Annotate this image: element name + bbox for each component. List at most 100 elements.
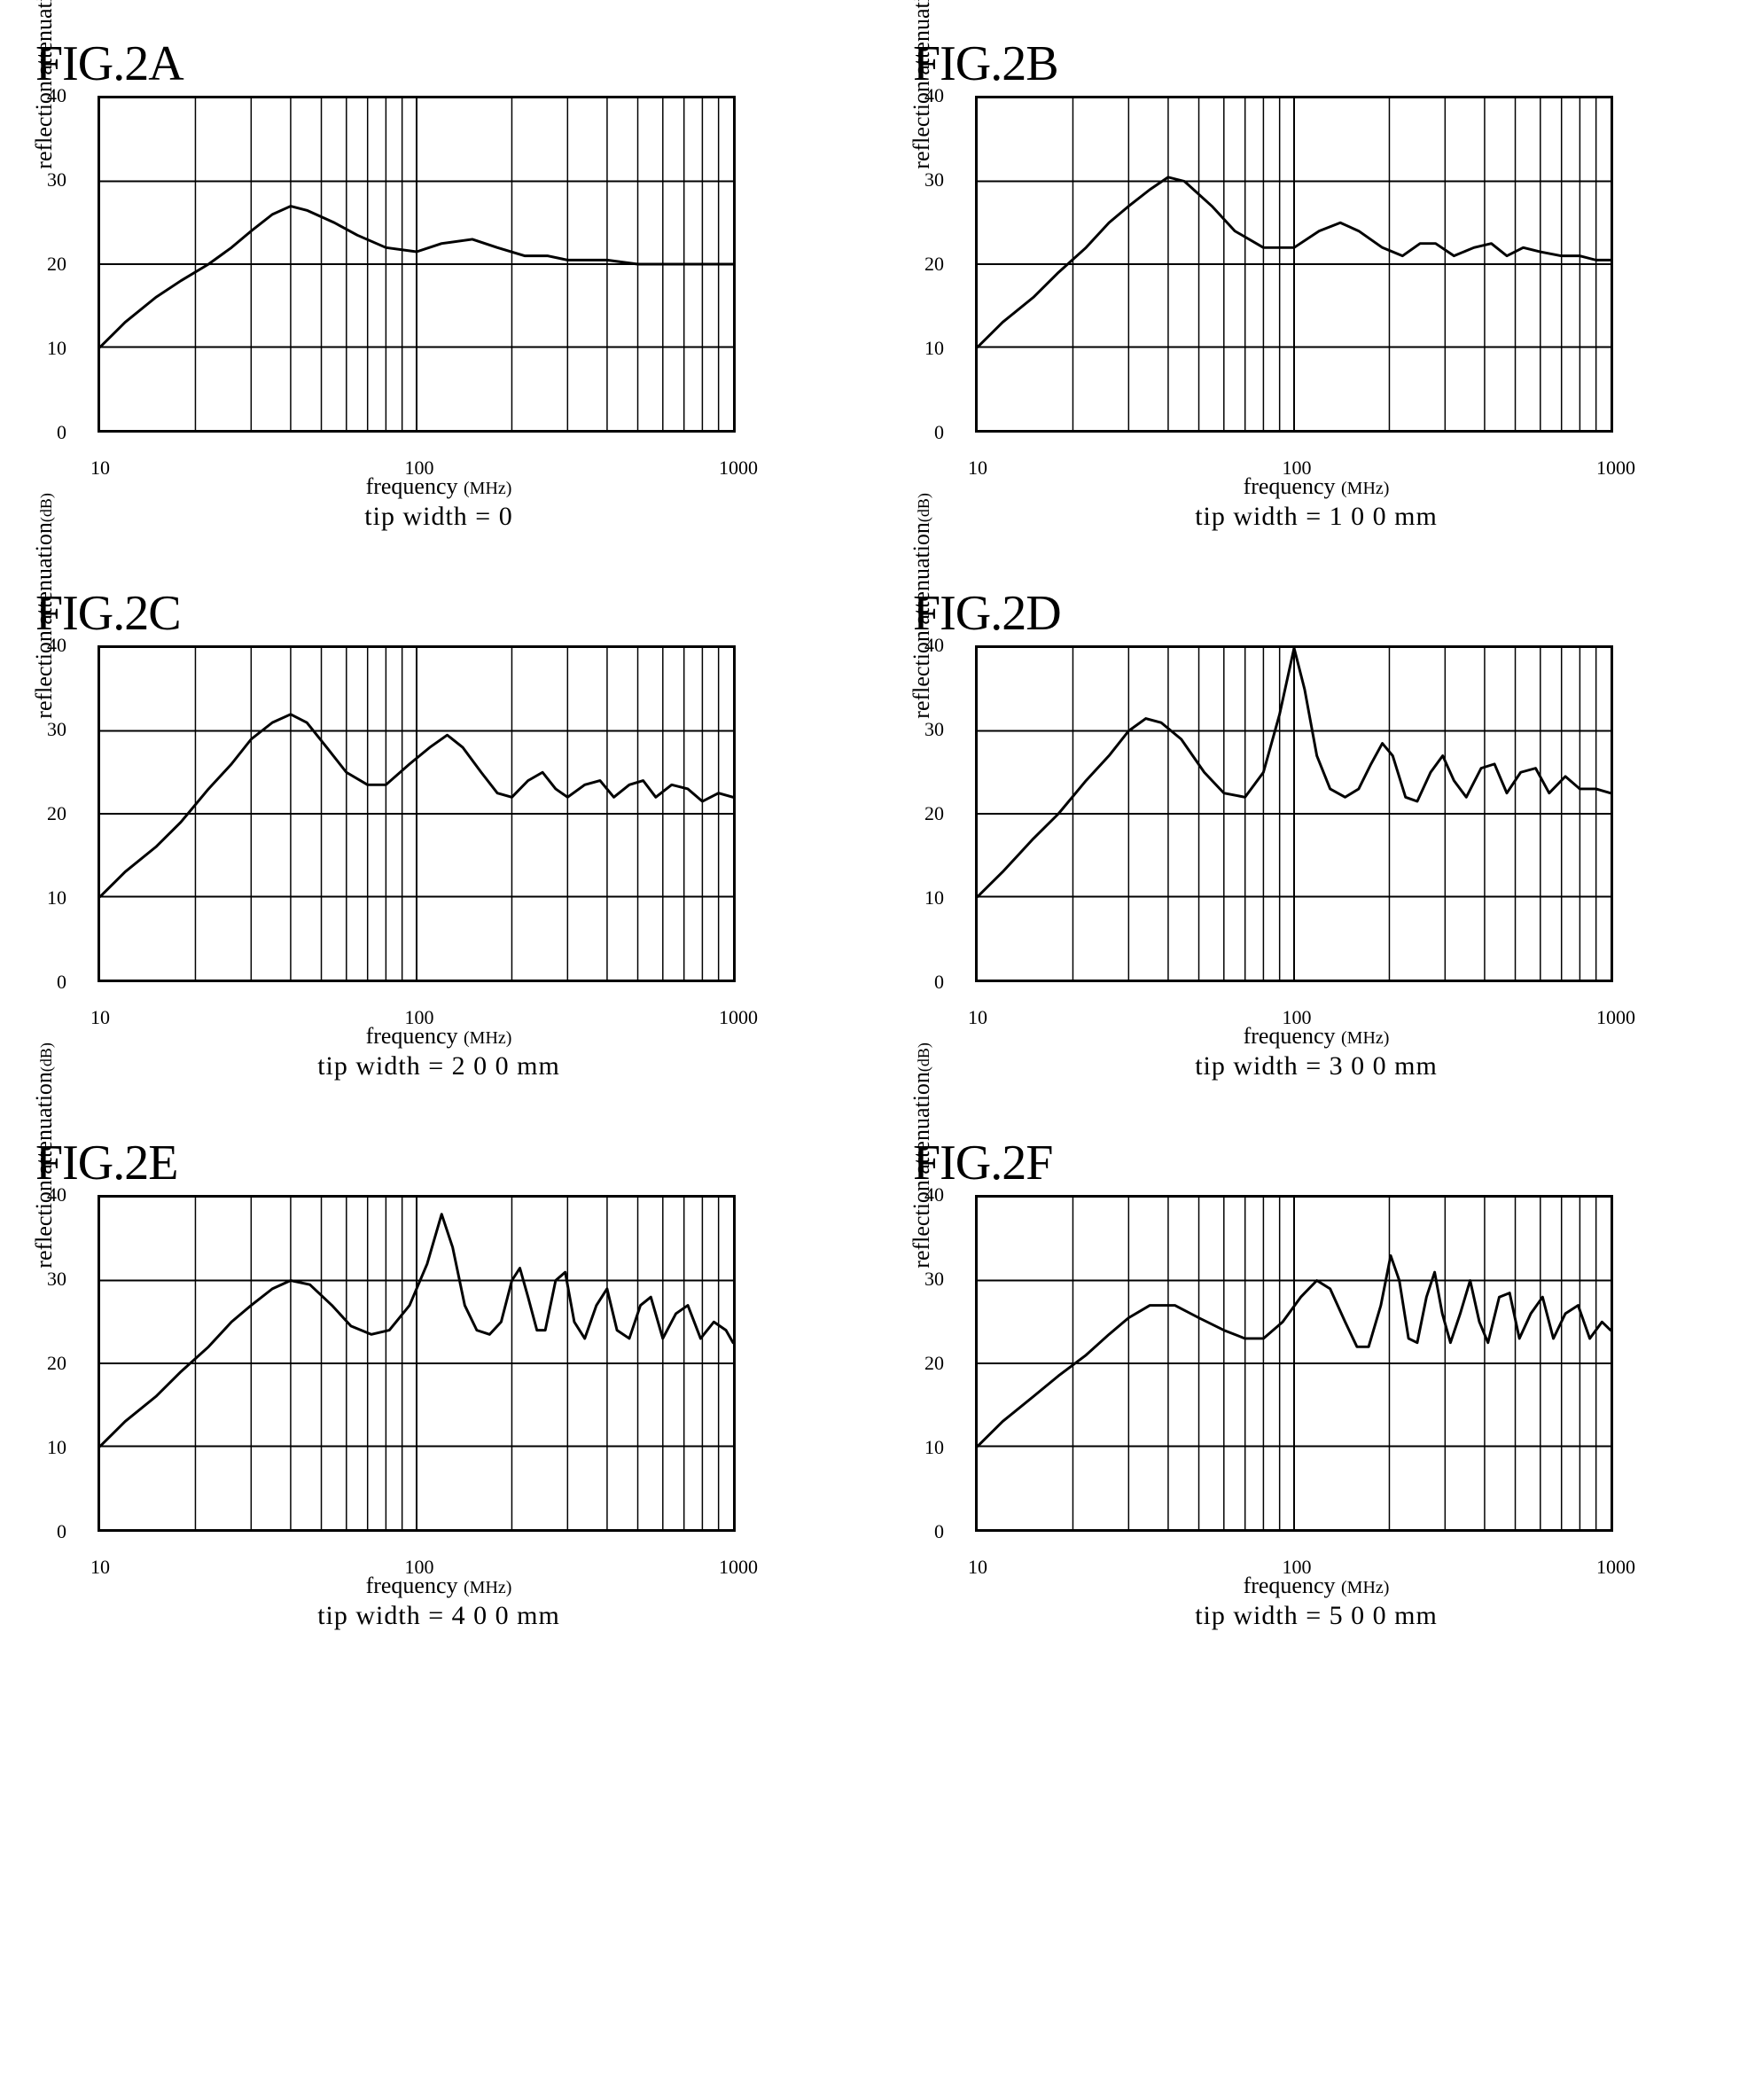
- y-tick: 0: [40, 971, 66, 994]
- x-tick: 1000: [719, 1006, 758, 1029]
- y-tick: 10: [917, 886, 944, 909]
- y-tick: 40: [917, 84, 944, 107]
- xlabel-unit: (MHz): [464, 1578, 511, 1597]
- y-tick: 40: [40, 634, 66, 657]
- x-tick: 10: [968, 1006, 987, 1029]
- x-tick: 100: [1283, 457, 1312, 480]
- y-tick: 30: [40, 718, 66, 741]
- figure-title: FIG.2A: [35, 35, 842, 92]
- chart-subtitle: tip width = 4 0 0 mm: [35, 1601, 842, 1631]
- chart-subtitle: tip width = 0: [35, 502, 842, 532]
- chart-wrap: reflection attenuation(dB)01020304010100…: [913, 1195, 1720, 1567]
- plot-area: 101001000: [98, 96, 736, 433]
- chart-grid: FIG.2Areflection attenuation(dB)01020304…: [35, 35, 1720, 1631]
- xlabel-unit: (MHz): [1341, 1578, 1389, 1597]
- x-tick: 10: [90, 1006, 110, 1029]
- plot-area: 101001000: [975, 645, 1613, 982]
- chart-svg: [100, 648, 733, 980]
- chart-subtitle: tip width = 2 0 0 mm: [35, 1051, 842, 1081]
- y-tick: 20: [917, 1352, 944, 1375]
- x-tick: 10: [968, 1556, 987, 1579]
- x-tick: 1000: [1596, 1556, 1635, 1579]
- y-tick: 20: [40, 253, 66, 276]
- chart-wrap: reflection attenuation(dB)01020304010100…: [913, 96, 1720, 468]
- x-tick: 1000: [719, 457, 758, 480]
- y-axis-label: reflection attenuation(dB): [909, 493, 935, 719]
- chart-subtitle: tip width = 1 0 0 mm: [913, 502, 1720, 532]
- chart-wrap: reflection attenuation(dB)01020304010100…: [35, 96, 842, 468]
- figure-title: FIG.2C: [35, 585, 842, 642]
- y-axis-label: reflection attenuation(dB): [31, 1042, 58, 1269]
- y-tick: 30: [40, 1268, 66, 1291]
- ylabel-text: reflection attenuation: [909, 522, 934, 719]
- y-tick: 20: [917, 802, 944, 825]
- xlabel-unit: (MHz): [1341, 479, 1389, 498]
- y-tick: 30: [917, 168, 944, 191]
- y-tick: 30: [917, 1268, 944, 1291]
- y-tick: 40: [917, 1183, 944, 1206]
- y-tick: 10: [40, 886, 66, 909]
- y-tick: 0: [40, 421, 66, 444]
- chart-F: FIG.2Freflection attenuation(dB)01020304…: [913, 1135, 1720, 1631]
- chart-svg: [978, 648, 1611, 980]
- y-tick: 20: [917, 253, 944, 276]
- plot-area: 101001000: [975, 1195, 1613, 1532]
- y-tick: 40: [917, 634, 944, 657]
- x-tick: 100: [405, 1556, 434, 1579]
- x-tick: 10: [90, 457, 110, 480]
- y-tick: 10: [917, 1436, 944, 1459]
- y-tick: 10: [40, 1436, 66, 1459]
- y-tick: 10: [40, 337, 66, 360]
- chart-B: FIG.2Breflection attenuation(dB)01020304…: [913, 35, 1720, 532]
- chart-wrap: reflection attenuation(dB)01020304010100…: [35, 645, 842, 1018]
- chart-E: FIG.2Ereflection attenuation(dB)01020304…: [35, 1135, 842, 1631]
- y-tick: 30: [40, 168, 66, 191]
- chart-svg: [100, 1198, 733, 1529]
- chart-A: FIG.2Areflection attenuation(dB)01020304…: [35, 35, 842, 532]
- y-tick: 0: [40, 1520, 66, 1543]
- ylabel-unit: (dB): [915, 493, 932, 522]
- x-tick: 1000: [1596, 1006, 1635, 1029]
- xlabel-unit: (MHz): [464, 1028, 511, 1048]
- x-tick: 100: [405, 457, 434, 480]
- y-tick: 0: [917, 421, 944, 444]
- figure-title: FIG.2E: [35, 1135, 842, 1191]
- x-tick: 100: [1283, 1006, 1312, 1029]
- ylabel-text: reflection attenuation: [909, 1072, 934, 1269]
- ylabel-unit: (dB): [915, 1042, 932, 1072]
- y-axis-label: reflection attenuation(dB): [909, 1042, 935, 1269]
- x-tick: 1000: [719, 1556, 758, 1579]
- xlabel-unit: (MHz): [464, 479, 511, 498]
- y-tick: 10: [917, 337, 944, 360]
- ylabel-unit: (dB): [37, 1042, 55, 1072]
- y-tick: 0: [917, 971, 944, 994]
- figure-title: FIG.2B: [913, 35, 1720, 92]
- chart-wrap: reflection attenuation(dB)01020304010100…: [913, 645, 1720, 1018]
- figure-title: FIG.2D: [913, 585, 1720, 642]
- x-tick: 100: [405, 1006, 434, 1029]
- chart-svg: [100, 98, 733, 430]
- figure-title: FIG.2F: [913, 1135, 1720, 1191]
- plot-area: 101001000: [975, 96, 1613, 433]
- y-tick: 20: [40, 802, 66, 825]
- chart-subtitle: tip width = 3 0 0 mm: [913, 1051, 1720, 1081]
- y-axis-label: reflection attenuation(dB): [31, 493, 58, 719]
- chart-C: FIG.2Creflection attenuation(dB)01020304…: [35, 585, 842, 1081]
- y-tick: 40: [40, 84, 66, 107]
- chart-svg: [978, 1198, 1611, 1529]
- ylabel-unit: (dB): [37, 493, 55, 522]
- xlabel-unit: (MHz): [1341, 1028, 1389, 1048]
- x-tick: 1000: [1596, 457, 1635, 480]
- plot-area: 101001000: [98, 1195, 736, 1532]
- plot-area: 101001000: [98, 645, 736, 982]
- chart-D: FIG.2Dreflection attenuation(dB)01020304…: [913, 585, 1720, 1081]
- x-tick: 10: [968, 457, 987, 480]
- y-tick: 40: [40, 1183, 66, 1206]
- y-tick: 20: [40, 1352, 66, 1375]
- ylabel-text: reflection attenuation: [31, 522, 57, 719]
- y-tick: 0: [917, 1520, 944, 1543]
- chart-subtitle: tip width = 5 0 0 mm: [913, 1601, 1720, 1631]
- ylabel-text: reflection attenuation: [31, 1072, 57, 1269]
- x-tick: 100: [1283, 1556, 1312, 1579]
- y-tick: 30: [917, 718, 944, 741]
